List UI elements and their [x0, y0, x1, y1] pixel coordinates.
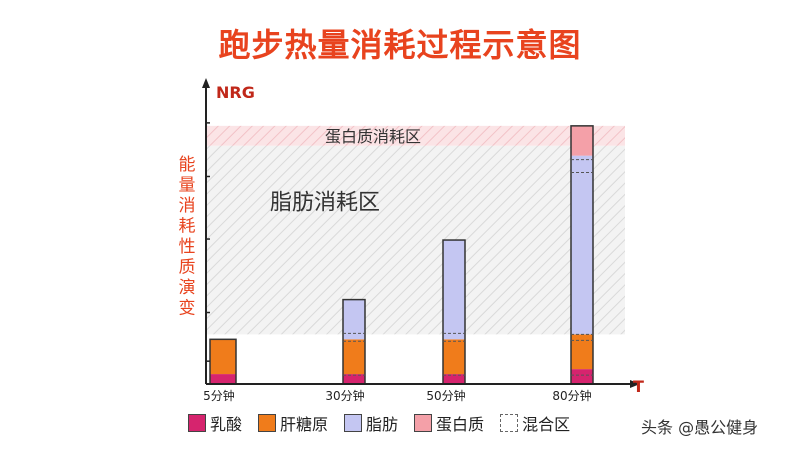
y-axis-arrow	[202, 78, 210, 88]
fat-zone-band	[207, 145, 625, 335]
legend-item-protein: 蛋白质	[414, 411, 484, 435]
x-axis-arrow	[630, 380, 640, 388]
legend-item-fat: 脂肪	[344, 411, 398, 435]
legend-label-lactic: 乳酸	[210, 415, 243, 434]
chart-area: 蛋白质消耗区脂肪消耗区 5分钟 30分钟 50分钟 80分钟 NRG T 能量消耗性质演变	[175, 78, 645, 408]
legend-swatch-protein	[414, 414, 433, 432]
y-axis-label-char: 量	[179, 176, 196, 196]
legend-swatch-fat	[344, 414, 363, 432]
bar-segment	[210, 339, 236, 375]
bar-segment	[343, 299, 365, 340]
legend-label-mixed: 混合区	[522, 415, 571, 434]
bar-segment	[443, 240, 465, 340]
bar-segment	[571, 125, 593, 156]
fat-zone-label: 脂肪消耗区	[270, 190, 380, 215]
protein-zone-band	[207, 125, 625, 146]
bar-segment	[210, 374, 236, 384]
legend-swatch-glycogen	[258, 414, 277, 432]
legend-label-protein: 蛋白质	[436, 415, 485, 434]
bar-segment	[571, 155, 593, 335]
legend: 乳酸 肝糖原 脂肪 蛋白质 混合区	[188, 410, 570, 436]
legend-label-fat: 脂肪	[366, 415, 399, 434]
x-tick-label: 30分钟	[325, 388, 364, 403]
legend-item-lactic: 乳酸	[188, 411, 242, 435]
y-axis-label-char: 变	[179, 299, 196, 319]
legend-label-glycogen: 肝糖原	[280, 415, 329, 434]
bar-segment	[343, 374, 365, 384]
bar-segment	[343, 339, 365, 375]
y-axis-label-char: 性	[179, 237, 196, 257]
watermark: 头条 @愚公健身	[641, 418, 759, 437]
bar-segment	[571, 369, 593, 384]
y-axis-label-char: 耗	[179, 217, 196, 237]
chart-title: 跑步热量消耗过程示意图	[218, 26, 582, 64]
y-axis-label-char: 质	[179, 258, 196, 278]
legend-item-glycogen: 肝糖原	[258, 411, 328, 435]
y-axis-label-char: 消	[179, 196, 196, 216]
x-tick-label: 5分钟	[203, 388, 235, 403]
y-axis-label-top: NRG	[216, 83, 255, 102]
bar-segment	[571, 334, 593, 370]
bar-segment	[443, 374, 465, 384]
x-axis-label: T	[633, 377, 644, 396]
legend-item-mixed: 混合区	[500, 411, 570, 435]
y-axis-label-char: 能	[179, 155, 196, 175]
y-axis-label-char: 演	[179, 278, 196, 298]
x-tick-label: 50分钟	[426, 388, 465, 403]
legend-swatch-mixed	[500, 414, 519, 432]
protein-zone-label: 蛋白质消耗区	[325, 127, 421, 146]
legend-swatch-lactic	[188, 414, 206, 432]
x-tick-label: 80分钟	[552, 388, 591, 403]
bar-segment	[443, 339, 465, 375]
